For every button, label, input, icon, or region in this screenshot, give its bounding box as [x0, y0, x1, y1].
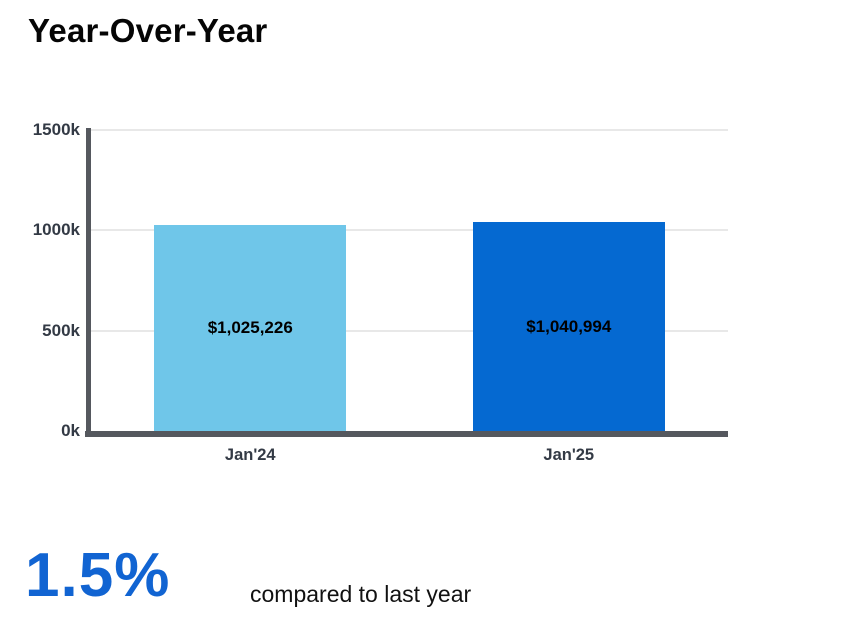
y-axis-tick-label: 500k	[42, 320, 80, 340]
year-over-year-bar-chart: 0k 500k 1000k 1500k $1,025,226 Jan'24 $1,040,9…	[32, 120, 728, 464]
stat-percent-change: 1.5%	[25, 541, 171, 610]
bar-value-label: $1,025,226	[207, 318, 293, 338]
y-axis-tick-label: 1500k	[32, 120, 80, 139]
bar-Jan'25[interactable]: $1,040,994	[472, 222, 665, 431]
y-axis-tick-label: 1000k	[32, 220, 80, 240]
y-axis-line	[86, 128, 91, 437]
x-axis-label: Jan'24	[224, 446, 276, 464]
bar-value-label: $1,040,994	[526, 316, 612, 336]
x-axis-line	[85, 431, 728, 437]
stat-caption: compared to last year	[250, 581, 472, 607]
y-gridline	[91, 329, 728, 332]
y-axis-tick-label: 0k	[61, 421, 80, 440]
y-gridline	[91, 229, 728, 232]
bar-Jan'24[interactable]: $1,025,226	[154, 225, 347, 431]
chart-title: Year-Over-Year	[28, 12, 268, 49]
x-axis-label: Jan'25	[543, 446, 595, 464]
y-gridline	[91, 129, 728, 131]
